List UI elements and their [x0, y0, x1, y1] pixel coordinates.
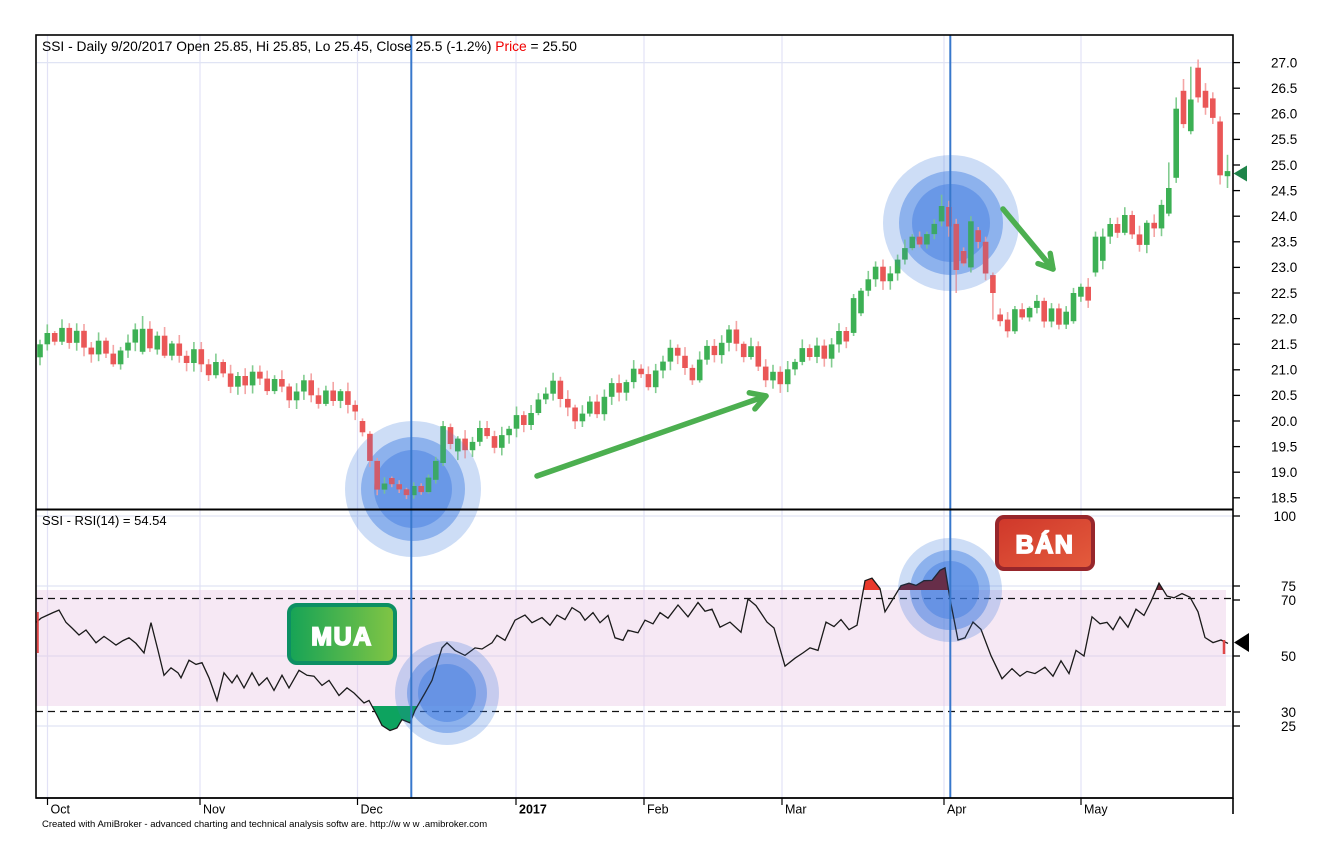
svg-text:2017: 2017	[519, 803, 547, 817]
svg-text:26.0: 26.0	[1271, 107, 1297, 122]
svg-text:24.5: 24.5	[1271, 183, 1297, 198]
svg-text:Apr: Apr	[947, 803, 966, 817]
svg-text:25.0: 25.0	[1271, 158, 1297, 173]
svg-text:22.5: 22.5	[1271, 286, 1297, 301]
svg-text:Mar: Mar	[785, 803, 807, 817]
svg-text:25: 25	[1281, 719, 1296, 734]
svg-text:100: 100	[1273, 509, 1296, 524]
svg-text:25.5: 25.5	[1271, 132, 1297, 147]
svg-text:SSI - Daily 9/20/2017 Open 25.: SSI - Daily 9/20/2017 Open 25.85, Hi 25.…	[42, 39, 577, 54]
svg-text:18.5: 18.5	[1271, 491, 1297, 506]
svg-text:Feb: Feb	[647, 803, 669, 817]
svg-text:SSI - RSI(14) = 54.54: SSI - RSI(14) = 54.54	[42, 513, 167, 528]
svg-text:24.0: 24.0	[1271, 209, 1297, 224]
svg-text:30: 30	[1281, 705, 1296, 720]
svg-text:23.0: 23.0	[1271, 260, 1297, 275]
svg-text:20.0: 20.0	[1271, 414, 1297, 429]
svg-text:75: 75	[1281, 579, 1296, 594]
svg-text:Dec: Dec	[361, 803, 383, 817]
svg-text:Nov: Nov	[203, 803, 226, 817]
svg-text:BÁN: BÁN	[1016, 530, 1075, 559]
svg-text:21.5: 21.5	[1271, 337, 1297, 352]
svg-text:19.5: 19.5	[1271, 439, 1297, 454]
svg-text:23.5: 23.5	[1271, 235, 1297, 250]
svg-text:May: May	[1084, 803, 1108, 817]
svg-text:22.0: 22.0	[1271, 311, 1297, 326]
svg-text:27.0: 27.0	[1271, 55, 1297, 70]
svg-text:70: 70	[1281, 593, 1296, 608]
svg-text:26.5: 26.5	[1271, 81, 1297, 96]
svg-text:50: 50	[1281, 649, 1296, 664]
svg-text:Oct: Oct	[51, 803, 71, 817]
svg-text:Created with AmiBroker - advan: Created with AmiBroker - advanced charti…	[42, 819, 487, 830]
svg-text:MUA: MUA	[311, 623, 372, 651]
svg-text:21.0: 21.0	[1271, 363, 1297, 378]
svg-text:19.0: 19.0	[1271, 465, 1297, 480]
svg-text:20.5: 20.5	[1271, 388, 1297, 403]
